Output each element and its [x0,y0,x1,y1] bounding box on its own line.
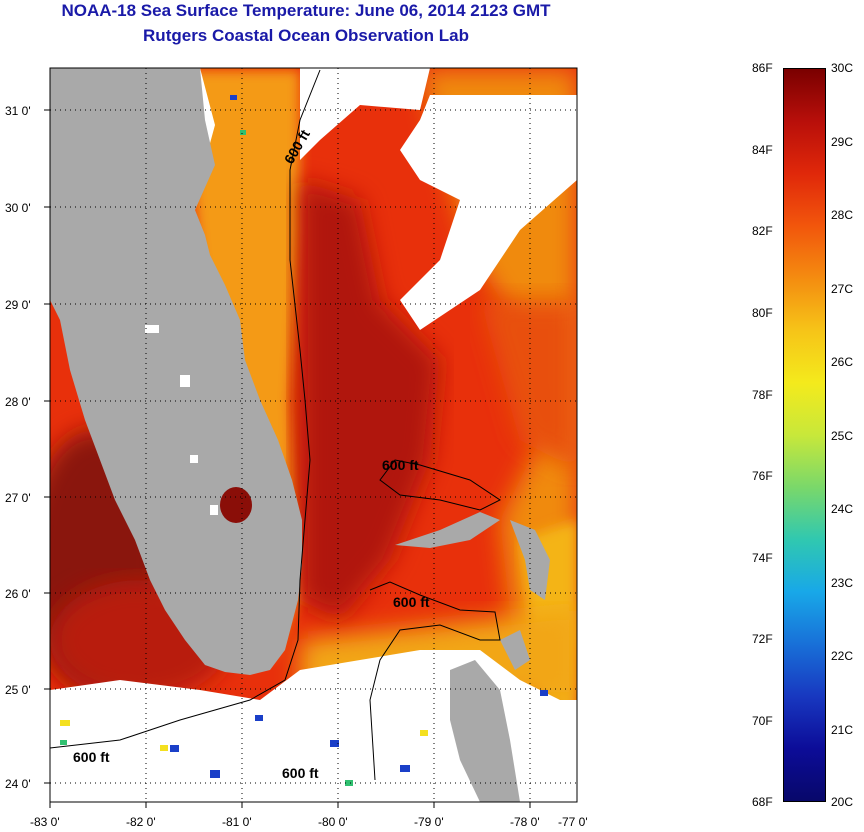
temperature-colorbar [783,68,826,802]
colorbar-label-c: 28C [831,208,854,222]
contour-label-bahamas: 600 ft [382,457,419,473]
cloud-mask-south [50,650,577,802]
colorbar-label-c: 24C [831,502,854,516]
lat-label: 25 0' [5,683,31,697]
lat-label: 31 0' [5,104,31,118]
cloud-mask-northeast [400,95,577,330]
map-title: NOAA-18 Sea Surface Temperature: June 06… [61,1,551,20]
florida-land [50,68,302,675]
lon-label: -83 0' [30,815,60,829]
colorbar-label-c: 29C [831,135,854,149]
colorbar-label-c: 26C [831,355,854,369]
colorbar-label-c: 21C [831,723,854,737]
lat-label: 26 0' [5,587,31,601]
map-subtitle: Rutgers Coastal Ocean Observation Lab [143,26,469,45]
gulf-stream [300,180,440,620]
colorbar-label-c: 20C [831,795,854,809]
lat-label: 29 0' [5,298,31,312]
colorbar-label-f: 86F [752,61,773,75]
colorbar-label-f: 68F [752,795,773,809]
lon-label: -77 0' [558,815,588,829]
contour-label-gulf: 600 ft [73,749,110,765]
lon-label: -79 0' [414,815,444,829]
colorbar-label-c: 22C [831,649,854,663]
contour-label-south: 600 ft [393,594,430,610]
lat-label: 28 0' [5,395,31,409]
colorbar-label-f: 76F [752,469,773,483]
colorbar-label-c: 25C [831,429,854,443]
colorbar-label-c: 30C [831,61,854,75]
colorbar-label-f: 72F [752,632,773,646]
lon-label: -81 0' [222,815,252,829]
lon-label: -80 0' [318,815,348,829]
colorbar-label-f: 82F [752,224,773,238]
colorbar-label-c: 23C [831,576,854,590]
lon-label: -82 0' [126,815,156,829]
contour-label-cuba: 600 ft [282,765,319,781]
colorbar-label-f: 84F [752,143,773,157]
lat-label: 27 0' [5,491,31,505]
lake-okeechobee [220,487,252,523]
colorbar-label-f: 80F [752,306,773,320]
grand-bahama [395,512,500,548]
map-frame [49,67,578,803]
andros-island [450,660,520,802]
colorbar-label-c: 27C [831,282,854,296]
lat-label: 24 0' [5,777,31,791]
lat-label: 30 0' [5,201,31,215]
lon-label: -78 0' [510,815,540,829]
abaco-island [510,520,550,600]
colorbar-label-f: 74F [752,551,773,565]
colorbar-label-f: 70F [752,714,773,728]
colorbar-label-f: 78F [752,388,773,402]
